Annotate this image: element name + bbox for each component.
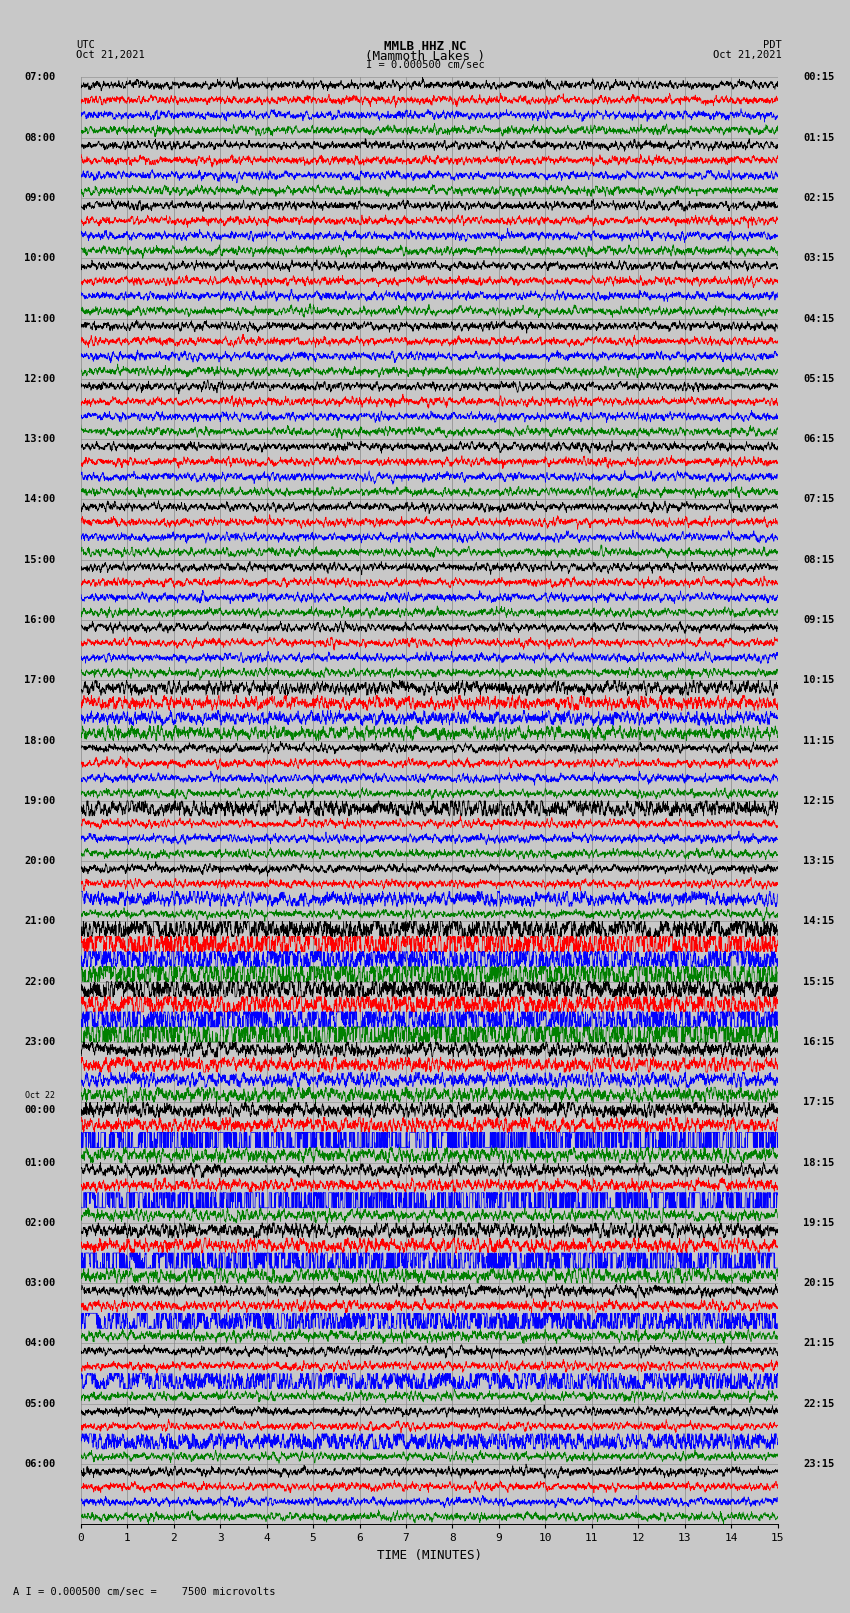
- Text: 11:15: 11:15: [803, 736, 835, 745]
- Text: 04:00: 04:00: [24, 1339, 55, 1348]
- Text: (Mammoth Lakes ): (Mammoth Lakes ): [365, 50, 485, 63]
- Text: 06:15: 06:15: [803, 434, 835, 444]
- Text: 23:00: 23:00: [24, 1037, 55, 1047]
- Text: 22:00: 22:00: [24, 977, 55, 987]
- Text: 01:00: 01:00: [24, 1158, 55, 1168]
- Text: 08:00: 08:00: [24, 132, 55, 142]
- Text: PDT: PDT: [763, 40, 782, 50]
- Text: 22:15: 22:15: [803, 1398, 835, 1408]
- Text: 09:00: 09:00: [24, 194, 55, 203]
- Text: 21:00: 21:00: [24, 916, 55, 926]
- Text: 00:00: 00:00: [24, 1105, 55, 1115]
- X-axis label: TIME (MINUTES): TIME (MINUTES): [377, 1548, 482, 1561]
- Text: 14:00: 14:00: [24, 495, 55, 505]
- Text: I = 0.000500 cm/sec: I = 0.000500 cm/sec: [366, 60, 484, 69]
- Text: 16:00: 16:00: [24, 615, 55, 624]
- Text: 02:15: 02:15: [803, 194, 835, 203]
- Text: 05:15: 05:15: [803, 374, 835, 384]
- Text: 14:15: 14:15: [803, 916, 835, 926]
- Text: 18:00: 18:00: [24, 736, 55, 745]
- Text: UTC: UTC: [76, 40, 95, 50]
- Text: 13:00: 13:00: [24, 434, 55, 444]
- Text: 03:15: 03:15: [803, 253, 835, 263]
- Text: 01:15: 01:15: [803, 132, 835, 142]
- Text: 00:15: 00:15: [803, 73, 835, 82]
- Text: 23:15: 23:15: [803, 1460, 835, 1469]
- Text: 10:00: 10:00: [24, 253, 55, 263]
- Text: 11:00: 11:00: [24, 313, 55, 324]
- Text: 08:15: 08:15: [803, 555, 835, 565]
- Text: 06:00: 06:00: [24, 1460, 55, 1469]
- Text: MMLB HHZ NC: MMLB HHZ NC: [383, 40, 467, 53]
- Text: Oct 22: Oct 22: [26, 1090, 55, 1100]
- Text: 03:00: 03:00: [24, 1277, 55, 1289]
- Text: 05:00: 05:00: [24, 1398, 55, 1408]
- Text: 19:00: 19:00: [24, 795, 55, 806]
- Text: 12:00: 12:00: [24, 374, 55, 384]
- Text: 19:15: 19:15: [803, 1218, 835, 1227]
- Text: 10:15: 10:15: [803, 676, 835, 686]
- Text: 17:00: 17:00: [24, 676, 55, 686]
- Text: 07:15: 07:15: [803, 495, 835, 505]
- Text: 18:15: 18:15: [803, 1158, 835, 1168]
- Text: 20:15: 20:15: [803, 1277, 835, 1289]
- Text: 17:15: 17:15: [803, 1097, 835, 1107]
- Text: 16:15: 16:15: [803, 1037, 835, 1047]
- Text: Oct 21,2021: Oct 21,2021: [713, 50, 782, 60]
- Text: 09:15: 09:15: [803, 615, 835, 624]
- Text: 04:15: 04:15: [803, 313, 835, 324]
- Text: 02:00: 02:00: [24, 1218, 55, 1227]
- Text: 15:15: 15:15: [803, 977, 835, 987]
- Text: Oct 21,2021: Oct 21,2021: [76, 50, 145, 60]
- Text: 20:00: 20:00: [24, 857, 55, 866]
- Text: 21:15: 21:15: [803, 1339, 835, 1348]
- Text: 12:15: 12:15: [803, 795, 835, 806]
- Text: 07:00: 07:00: [24, 73, 55, 82]
- Text: A I = 0.000500 cm/sec =    7500 microvolts: A I = 0.000500 cm/sec = 7500 microvolts: [13, 1587, 275, 1597]
- Text: 15:00: 15:00: [24, 555, 55, 565]
- Text: 13:15: 13:15: [803, 857, 835, 866]
